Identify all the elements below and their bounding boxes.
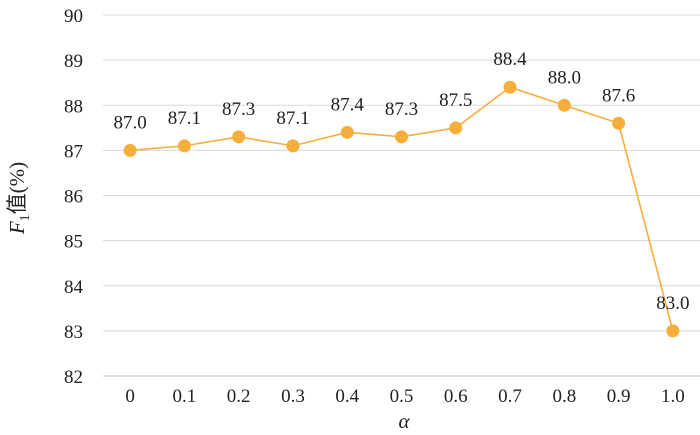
y-tick-label-0: 82 bbox=[64, 367, 83, 388]
x-tick-label-2: 0.2 bbox=[227, 386, 251, 407]
data-point-8 bbox=[557, 98, 571, 112]
data-point-0 bbox=[123, 143, 137, 157]
data-label-10: 83.0 bbox=[656, 293, 689, 314]
data-labels: 87.0 87.1 87.3 87.1 87.4 87.3 87.5 88.4 88.0 87.6… bbox=[114, 49, 690, 314]
y-tick-label-5: 87 bbox=[64, 141, 83, 162]
data-point-5 bbox=[395, 130, 408, 144]
x-tick-label-1: 0.1 bbox=[173, 386, 197, 407]
y-axis-title: F1值(%) bbox=[5, 162, 33, 235]
x-tick-label-8: 0.8 bbox=[552, 386, 576, 407]
y-tick-label-1: 83 bbox=[64, 322, 83, 343]
y-axis-title-main: F bbox=[5, 221, 29, 235]
data-label-4: 87.4 bbox=[331, 94, 365, 115]
data-point-7 bbox=[503, 80, 517, 94]
y-axis-title-rest: 值(%) bbox=[5, 162, 29, 214]
x-tick-label-0: 0 bbox=[125, 386, 135, 407]
gridlines bbox=[103, 14, 700, 332]
data-point-1 bbox=[177, 139, 191, 153]
y-axis-ticks: 82 83 84 85 86 87 88 89 90 bbox=[64, 6, 84, 388]
y-tick-label-6: 88 bbox=[64, 96, 83, 117]
y-tick-label-3: 85 bbox=[64, 232, 83, 253]
x-axis-title: α bbox=[398, 409, 410, 433]
data-label-6: 87.5 bbox=[439, 90, 472, 111]
y-tick-label-8: 90 bbox=[64, 6, 83, 27]
data-points bbox=[123, 80, 680, 338]
x-tick-label-7: 0.7 bbox=[498, 386, 522, 407]
data-label-0: 87.0 bbox=[114, 112, 147, 133]
data-label-5: 87.3 bbox=[385, 99, 418, 120]
x-axis-ticks: 0 0.1 0.2 0.3 0.4 0.5 0.6 0.7 0.8 0.9 1.0 bbox=[125, 386, 684, 407]
data-point-4 bbox=[340, 125, 354, 139]
data-label-9: 87.6 bbox=[602, 85, 635, 106]
y-tick-label-2: 84 bbox=[64, 277, 84, 298]
data-point-6 bbox=[449, 121, 463, 135]
y-tick-label-7: 89 bbox=[64, 51, 83, 72]
data-label-7: 88.4 bbox=[493, 49, 527, 70]
data-label-2: 87.3 bbox=[222, 99, 255, 120]
data-label-1: 87.1 bbox=[168, 108, 201, 129]
y-axis-title-sub: 1 bbox=[18, 214, 33, 221]
data-label-3: 87.1 bbox=[276, 108, 309, 129]
x-tick-label-9: 0.9 bbox=[607, 386, 631, 407]
x-tick-label-10: 1.0 bbox=[661, 386, 685, 407]
x-tick-label-3: 0.3 bbox=[281, 386, 305, 407]
series-line bbox=[130, 86, 674, 332]
x-tick-label-6: 0.6 bbox=[444, 386, 468, 407]
x-tick-label-5: 0.5 bbox=[390, 386, 414, 407]
y-tick-label-4: 86 bbox=[64, 187, 83, 208]
data-point-10 bbox=[666, 324, 680, 338]
data-point-9 bbox=[612, 116, 626, 130]
data-point-3 bbox=[286, 139, 300, 153]
data-label-8: 88.0 bbox=[548, 67, 581, 88]
data-point-2 bbox=[232, 130, 246, 144]
x-tick-label-4: 0.4 bbox=[335, 386, 359, 407]
